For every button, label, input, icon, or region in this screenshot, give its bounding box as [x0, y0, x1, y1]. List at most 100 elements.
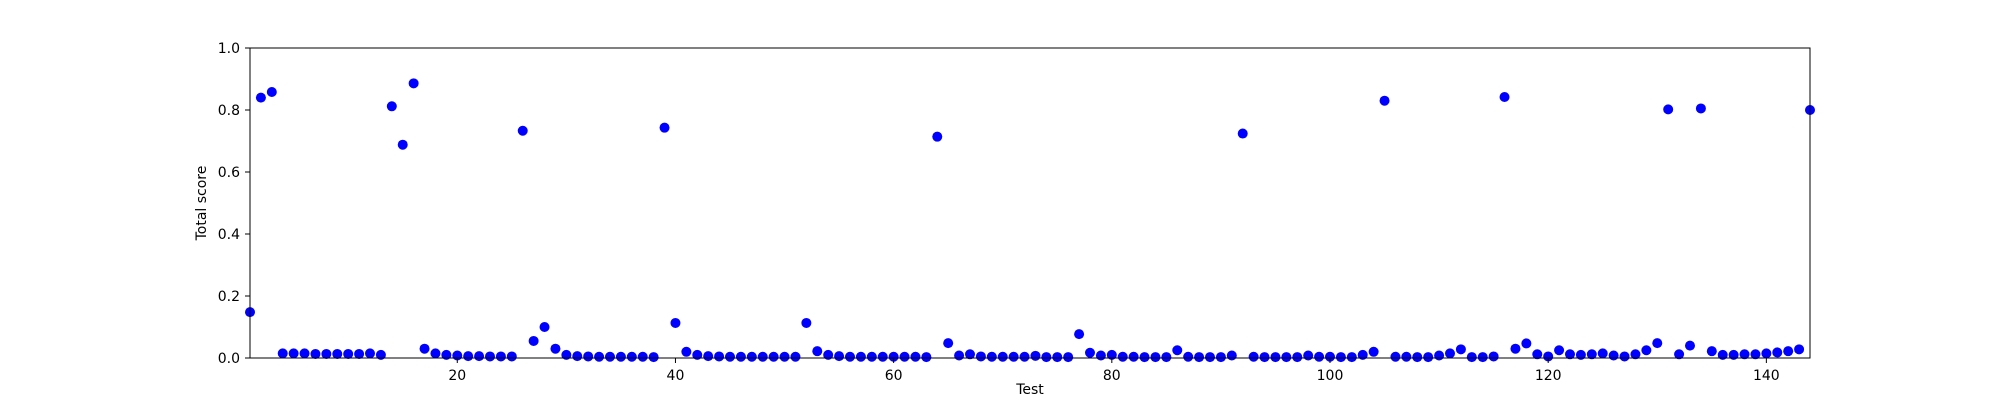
- data-point: [1510, 343, 1521, 354]
- data-point: [1565, 349, 1575, 360]
- y-tick-label: 1.0: [218, 41, 240, 57]
- data-point: [528, 335, 539, 346]
- data-point: [1106, 349, 1117, 360]
- data-point: [463, 351, 474, 362]
- data-point: [255, 92, 266, 103]
- data-point: [1346, 352, 1357, 363]
- data-point: [583, 351, 594, 362]
- data-point: [343, 348, 354, 359]
- x-axis-ticks: 20 40 60 80 100 120 140: [448, 358, 1780, 384]
- data-point: [1401, 351, 1412, 362]
- data-point: [1085, 347, 1095, 358]
- data-point: [823, 349, 834, 360]
- data-point: [1303, 350, 1314, 361]
- data-point: [572, 351, 583, 362]
- data-point: [1532, 349, 1543, 360]
- data-point: [1663, 104, 1674, 115]
- data-point: [714, 351, 725, 362]
- x-tick-label: 40: [667, 368, 685, 384]
- y-tick-label: 0.0: [218, 351, 240, 367]
- data-point: [659, 122, 670, 133]
- x-tick-label: 20: [448, 368, 466, 384]
- x-tick-label: 80: [1103, 368, 1121, 384]
- data-point: [735, 351, 746, 362]
- data-point: [801, 317, 812, 328]
- data-point: [1281, 352, 1292, 363]
- data-point: [1641, 345, 1652, 356]
- data-point: [310, 348, 321, 359]
- x-axis-label: Test: [1015, 382, 1044, 398]
- data-point: [365, 348, 375, 359]
- data-point: [845, 351, 855, 362]
- data-point: [408, 78, 419, 89]
- data-point: [1477, 352, 1488, 363]
- data-point: [550, 343, 561, 354]
- data-point: [877, 351, 888, 362]
- data-point: [692, 349, 703, 360]
- data-point: [605, 351, 615, 362]
- data-point: [1554, 345, 1565, 356]
- data-point: [1019, 351, 1030, 362]
- data-point: [1368, 346, 1379, 357]
- data-point: [1183, 351, 1194, 362]
- data-point: [1706, 346, 1717, 357]
- data-point: [1074, 329, 1085, 340]
- data-point: [1314, 351, 1325, 362]
- data-point: [1674, 349, 1685, 360]
- y-tick-label: 0.4: [218, 227, 240, 243]
- y-tick-label: 0.2: [218, 289, 240, 305]
- y-axis-ticks: 0.0 0.2 0.4 0.6 0.8 1.0: [218, 41, 250, 367]
- data-point: [1586, 349, 1597, 360]
- data-point: [1739, 349, 1750, 360]
- data-point: [1128, 351, 1139, 362]
- data-point: [855, 351, 866, 362]
- data-point: [1335, 352, 1346, 363]
- data-point: [506, 351, 517, 362]
- data-point: [1728, 349, 1739, 360]
- data-point: [430, 348, 441, 359]
- data-point: [790, 351, 801, 362]
- data-point: [1150, 352, 1161, 363]
- data-point: [1794, 344, 1805, 355]
- data-point: [1608, 350, 1619, 361]
- data-point: [1630, 349, 1641, 360]
- data-point: [419, 343, 430, 354]
- data-point: [1194, 352, 1205, 363]
- data-point: [1717, 349, 1728, 360]
- data-point: [1455, 344, 1466, 355]
- x-tick-label: 140: [1753, 368, 1780, 384]
- data-point: [812, 346, 823, 357]
- data-point: [1750, 349, 1761, 360]
- data-point: [1499, 91, 1510, 102]
- data-point: [932, 131, 943, 142]
- data-point: [288, 348, 299, 359]
- data-point: [648, 352, 659, 363]
- data-point: [1619, 351, 1630, 362]
- x-tick-label: 100: [1317, 368, 1344, 384]
- data-point: [1008, 351, 1019, 362]
- data-point: [1041, 352, 1052, 363]
- data-point: [495, 351, 506, 362]
- data-point: [1161, 352, 1172, 363]
- data-point: [1466, 352, 1477, 363]
- data-point: [299, 348, 310, 359]
- data-point: [1412, 352, 1423, 363]
- data-point: [965, 349, 975, 360]
- data-point: [354, 348, 365, 359]
- data-point: [441, 349, 452, 360]
- data-point: [1695, 103, 1706, 114]
- data-point: [1772, 347, 1783, 358]
- data-point: [277, 348, 288, 359]
- data-point: [1357, 349, 1368, 360]
- data-point: [888, 351, 899, 362]
- data-point: [266, 87, 277, 98]
- data-point: [681, 346, 692, 357]
- data-point: [1172, 345, 1183, 356]
- data-point: [1215, 352, 1226, 363]
- data-point: [1685, 340, 1695, 351]
- data-point: [910, 351, 921, 362]
- data-point: [375, 349, 386, 360]
- data-point: [921, 352, 932, 363]
- data-point: [1030, 350, 1041, 361]
